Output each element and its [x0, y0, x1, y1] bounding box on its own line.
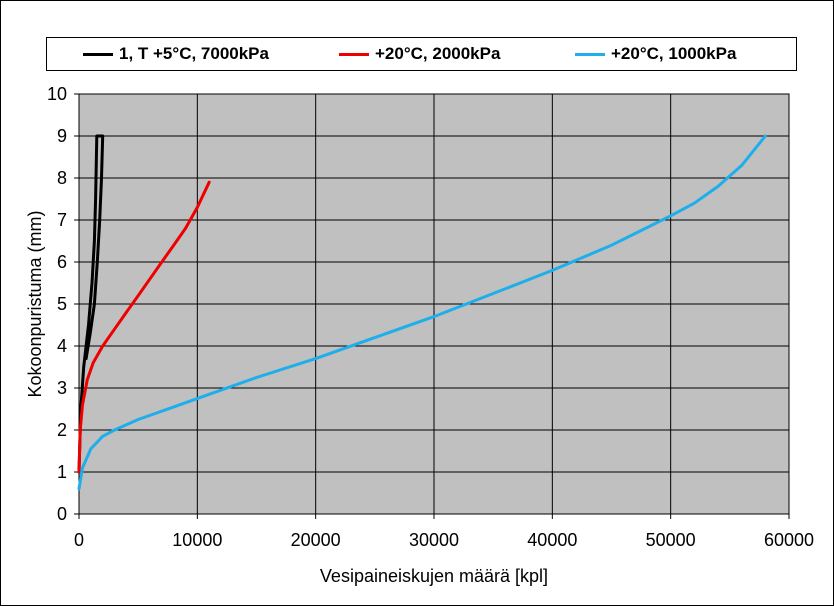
legend-swatch-series-1 [83, 52, 113, 56]
y-tick-label: 2 [57, 420, 67, 440]
legend-swatch-series-3 [575, 52, 605, 56]
series-line-2 [77, 180, 211, 474]
y-tick-label: 5 [57, 294, 67, 314]
legend-swatch-series-2 [339, 52, 369, 56]
x-tick-labels: 0 10000 20000 30000 40000 50000 60000 [74, 530, 814, 550]
x-tick-label: 60000 [764, 530, 814, 550]
x-tick-label: 10000 [172, 530, 222, 550]
x-tick-label: 40000 [527, 530, 577, 550]
y-tick-label: 4 [57, 336, 67, 356]
x-tick-label: 30000 [409, 530, 459, 550]
y-tick-label: 1 [57, 462, 67, 482]
y-axis-title: Kokoonpuristuma (mm) [25, 210, 45, 397]
legend-label-series-3: +20°C, 1000kPa [611, 44, 737, 63]
y-tick-labels: 0 1 2 3 4 5 6 7 8 9 10 [47, 84, 67, 524]
y-tick-label: 6 [57, 252, 67, 272]
legend-label-series-2: +20°C, 2000kPa [375, 44, 501, 63]
gridlines [74, 93, 790, 519]
x-tick-label: 50000 [646, 530, 696, 550]
legend-label-series-1: 1, T +5°C, 7000kPa [119, 44, 269, 63]
y-tick-label: 8 [57, 168, 67, 188]
x-tick-label: 0 [74, 530, 84, 550]
y-tick-label: 9 [57, 126, 67, 146]
y-tick-label: 0 [57, 504, 67, 524]
legend-item-series-1: 1, T +5°C, 7000kPa [83, 38, 269, 70]
series-line-1 [77, 134, 105, 474]
legend: 1, T +5°C, 7000kPa +20°C, 2000kPa +20°C,… [46, 37, 797, 71]
series-lines [77, 134, 767, 491]
legend-item-series-2: +20°C, 2000kPa [339, 38, 500, 70]
legend-item-series-3: +20°C, 1000kPa [575, 38, 736, 70]
y-tick-label: 7 [57, 210, 67, 230]
series-line-3 [77, 134, 767, 491]
x-tick-label: 20000 [291, 530, 341, 550]
y-tick-label: 3 [57, 378, 67, 398]
x-axis-title: Vesipaineiskujen määrä [kpl] [320, 566, 548, 586]
y-tick-label: 10 [47, 84, 67, 104]
